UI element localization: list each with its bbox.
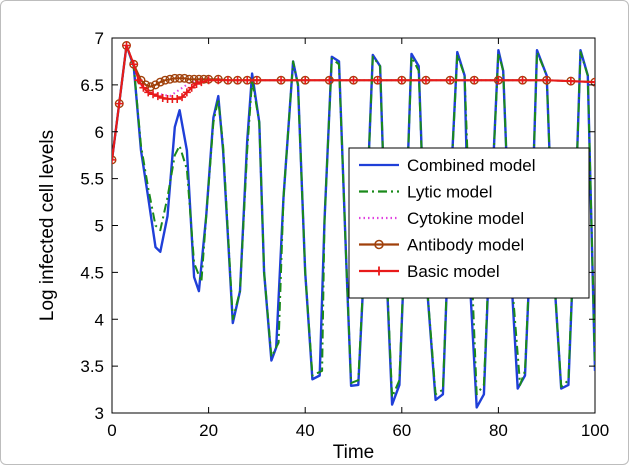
data-point (178, 93, 187, 102)
data-point (189, 74, 199, 84)
data-point (470, 76, 479, 85)
y-tick-label: 3.5 (80, 357, 104, 376)
data-point (373, 76, 382, 85)
data-point (139, 83, 148, 92)
y-tick-label: 7 (95, 29, 104, 48)
data-point (192, 79, 201, 88)
legend-item: Antibody model (359, 236, 524, 255)
y-axis-label: Log infected cell levels (37, 130, 58, 321)
y-tick-label: 6 (95, 123, 104, 142)
y-tick-label: 4 (95, 310, 104, 329)
data-point (349, 76, 358, 85)
data-point (223, 76, 232, 85)
data-point (325, 76, 334, 85)
x-tick-label: 60 (392, 421, 411, 440)
series-line (112, 44, 595, 161)
legend-label: Lytic model (407, 183, 492, 202)
data-point (158, 94, 167, 102)
data-point (518, 76, 527, 85)
data-point (165, 74, 175, 84)
data-point (170, 73, 180, 83)
data-point (160, 75, 170, 85)
y-tick-label: 3 (95, 404, 104, 423)
legend-marker (374, 239, 384, 250)
legend-box (348, 147, 590, 299)
data-point (252, 76, 261, 85)
data-point (153, 92, 162, 101)
data-point (122, 41, 131, 50)
y-tick-label: 6.5 (80, 76, 104, 95)
data-point (115, 99, 124, 108)
legend: Combined model Lytic model Cytokine model A… (348, 147, 590, 299)
y-tick-label: 4.5 (80, 263, 104, 282)
legend-item: Cytokine model (359, 209, 524, 228)
data-point (214, 76, 223, 85)
data-point (173, 94, 182, 103)
data-point (146, 82, 156, 92)
data-point (204, 76, 213, 85)
legend-item: Lytic model (359, 183, 492, 202)
data-point (397, 76, 406, 85)
data-point (233, 76, 242, 85)
series-cytokine-model (112, 44, 595, 161)
data-point (243, 76, 252, 85)
legend-label: Antibody model (407, 236, 524, 255)
data-point (199, 74, 209, 84)
data-point (182, 88, 191, 97)
data-point (591, 78, 595, 87)
data-point (187, 83, 196, 92)
y-axis: 3 3.5 4 4.5 5 5.5 6 6.5 7 (80, 29, 595, 423)
data-point (149, 90, 158, 99)
data-point (566, 77, 575, 86)
x-tick-label: 0 (107, 421, 116, 440)
data-point (112, 155, 116, 164)
data-point (129, 60, 138, 69)
data-point (277, 76, 286, 85)
x-tick-label: 40 (296, 421, 315, 440)
legend-item: Basic model (359, 262, 500, 281)
legend-label: Basic model (407, 262, 500, 281)
data-point (144, 88, 153, 97)
data-point (175, 73, 185, 83)
data-point (446, 76, 455, 85)
data-point (184, 74, 194, 84)
data-point (150, 80, 160, 90)
data-point (542, 76, 551, 85)
x-axis: 0 20 40 60 80 100 (107, 38, 609, 440)
data-point (155, 77, 165, 87)
data-point (494, 76, 503, 85)
legend-marker (374, 266, 384, 276)
data-point (179, 73, 189, 83)
y-tick-label: 5 (95, 217, 104, 236)
data-point (421, 76, 430, 85)
legend-label: Cytokine model (407, 209, 524, 228)
y-tick-label: 5.5 (80, 170, 104, 189)
x-tick-label: 20 (199, 421, 218, 440)
data-point (197, 78, 206, 87)
legend-label: Combined model (407, 156, 536, 175)
data-point (301, 76, 310, 85)
series-basic-model (112, 41, 595, 164)
x-axis-label: Time (333, 442, 375, 463)
data-point (134, 76, 143, 85)
legend-item: Combined model (359, 156, 536, 175)
x-tick-label: 100 (581, 421, 609, 440)
x-tick-label: 80 (489, 421, 508, 440)
